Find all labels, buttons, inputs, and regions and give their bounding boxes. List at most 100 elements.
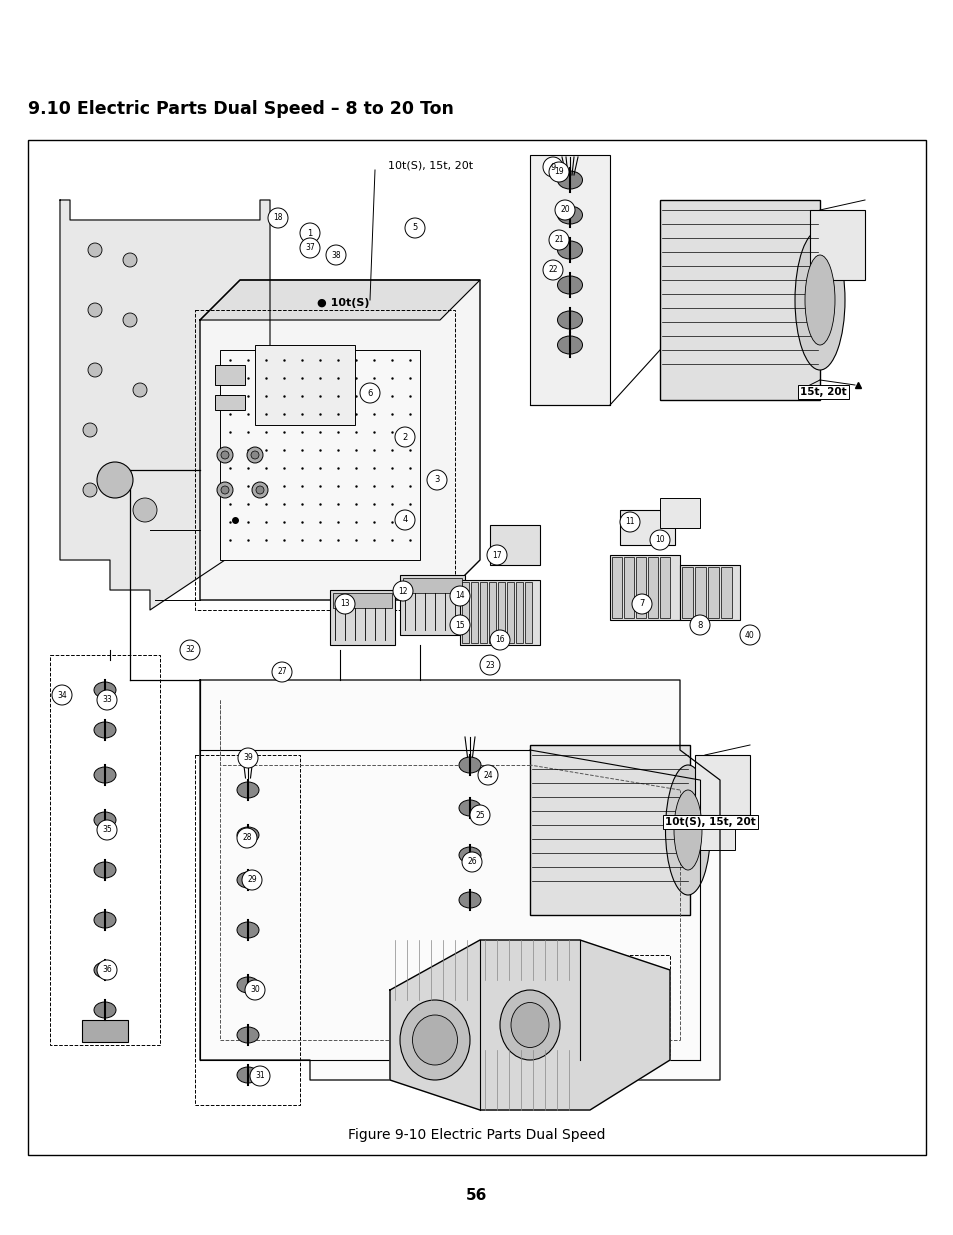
Ellipse shape — [557, 241, 582, 259]
Ellipse shape — [458, 800, 480, 816]
Text: 33: 33 — [102, 695, 112, 704]
Polygon shape — [200, 680, 720, 1079]
Circle shape — [255, 487, 264, 494]
Bar — [399, 576, 464, 635]
Text: 26: 26 — [467, 857, 476, 867]
Circle shape — [555, 200, 575, 220]
Text: 40: 40 — [744, 631, 754, 640]
Circle shape — [450, 585, 470, 606]
Circle shape — [123, 312, 137, 327]
Text: 29: 29 — [247, 876, 256, 884]
Ellipse shape — [458, 847, 480, 863]
Text: 3: 3 — [434, 475, 439, 484]
Circle shape — [542, 157, 562, 177]
Bar — [659, 498, 700, 529]
Bar — [809, 210, 864, 280]
Text: 19: 19 — [554, 168, 563, 177]
Ellipse shape — [236, 977, 258, 993]
Circle shape — [237, 748, 257, 768]
Text: Figure 9-10 Electric Parts Dual Speed: Figure 9-10 Electric Parts Dual Speed — [348, 1128, 605, 1142]
Text: 15: 15 — [455, 620, 464, 630]
Circle shape — [335, 594, 355, 614]
Ellipse shape — [94, 862, 116, 878]
Circle shape — [268, 207, 288, 228]
Circle shape — [326, 245, 346, 266]
Text: 30: 30 — [250, 986, 259, 994]
Circle shape — [479, 655, 499, 676]
Bar — [636, 557, 645, 618]
Bar — [609, 555, 679, 620]
Bar — [695, 567, 705, 618]
Circle shape — [242, 869, 262, 890]
Bar — [497, 582, 504, 643]
Bar — [220, 350, 419, 559]
Bar — [50, 655, 160, 1045]
Circle shape — [393, 580, 413, 601]
Text: 10t(S), 15t, 20t: 10t(S), 15t, 20t — [664, 818, 755, 827]
Circle shape — [490, 630, 510, 650]
Text: 38: 38 — [331, 251, 340, 259]
Circle shape — [542, 261, 562, 280]
Text: 28: 28 — [242, 834, 252, 842]
Text: 23: 23 — [485, 661, 495, 669]
Ellipse shape — [94, 722, 116, 739]
Bar — [471, 582, 477, 643]
Circle shape — [450, 615, 470, 635]
Text: 10t(S), 15t, 20t: 10t(S), 15t, 20t — [388, 161, 473, 170]
Text: 1: 1 — [307, 228, 313, 237]
Text: 27: 27 — [277, 667, 287, 677]
Text: 17: 17 — [492, 551, 501, 559]
Bar — [530, 745, 689, 915]
Ellipse shape — [511, 1003, 548, 1047]
Circle shape — [83, 424, 97, 437]
Bar — [619, 510, 675, 545]
Circle shape — [132, 383, 147, 396]
Circle shape — [486, 545, 506, 564]
Bar — [214, 366, 245, 385]
Text: 20: 20 — [559, 205, 569, 215]
Text: 35: 35 — [102, 825, 112, 835]
Ellipse shape — [412, 1015, 457, 1065]
Text: 36: 36 — [102, 966, 112, 974]
Text: 13: 13 — [340, 599, 350, 609]
Bar — [659, 200, 820, 400]
Text: 31: 31 — [254, 1072, 265, 1081]
Circle shape — [97, 820, 117, 840]
Circle shape — [245, 981, 265, 1000]
Circle shape — [52, 685, 71, 705]
Ellipse shape — [557, 206, 582, 224]
Circle shape — [252, 482, 268, 498]
Text: 7: 7 — [639, 599, 644, 609]
Text: 32: 32 — [185, 646, 194, 655]
Bar — [524, 582, 532, 643]
Ellipse shape — [794, 230, 844, 370]
Ellipse shape — [94, 767, 116, 783]
Bar — [530, 156, 609, 405]
Circle shape — [182, 642, 198, 658]
Circle shape — [123, 253, 137, 267]
Circle shape — [740, 625, 760, 645]
Text: 10: 10 — [655, 536, 664, 545]
Ellipse shape — [94, 811, 116, 827]
Ellipse shape — [557, 170, 582, 189]
Ellipse shape — [236, 872, 258, 888]
Circle shape — [477, 764, 497, 785]
Ellipse shape — [399, 1000, 470, 1079]
Ellipse shape — [557, 311, 582, 329]
Circle shape — [619, 513, 639, 532]
Bar — [679, 564, 740, 620]
Circle shape — [221, 451, 229, 459]
Circle shape — [631, 594, 651, 614]
Circle shape — [299, 224, 319, 243]
Circle shape — [405, 219, 424, 238]
Circle shape — [272, 662, 292, 682]
Text: 39: 39 — [243, 753, 253, 762]
Circle shape — [470, 805, 490, 825]
Circle shape — [88, 243, 102, 257]
Text: 32: 32 — [185, 646, 194, 655]
Bar — [194, 755, 299, 1105]
Bar — [194, 310, 455, 610]
Bar — [659, 557, 669, 618]
Bar — [479, 582, 486, 643]
Bar — [461, 582, 469, 643]
